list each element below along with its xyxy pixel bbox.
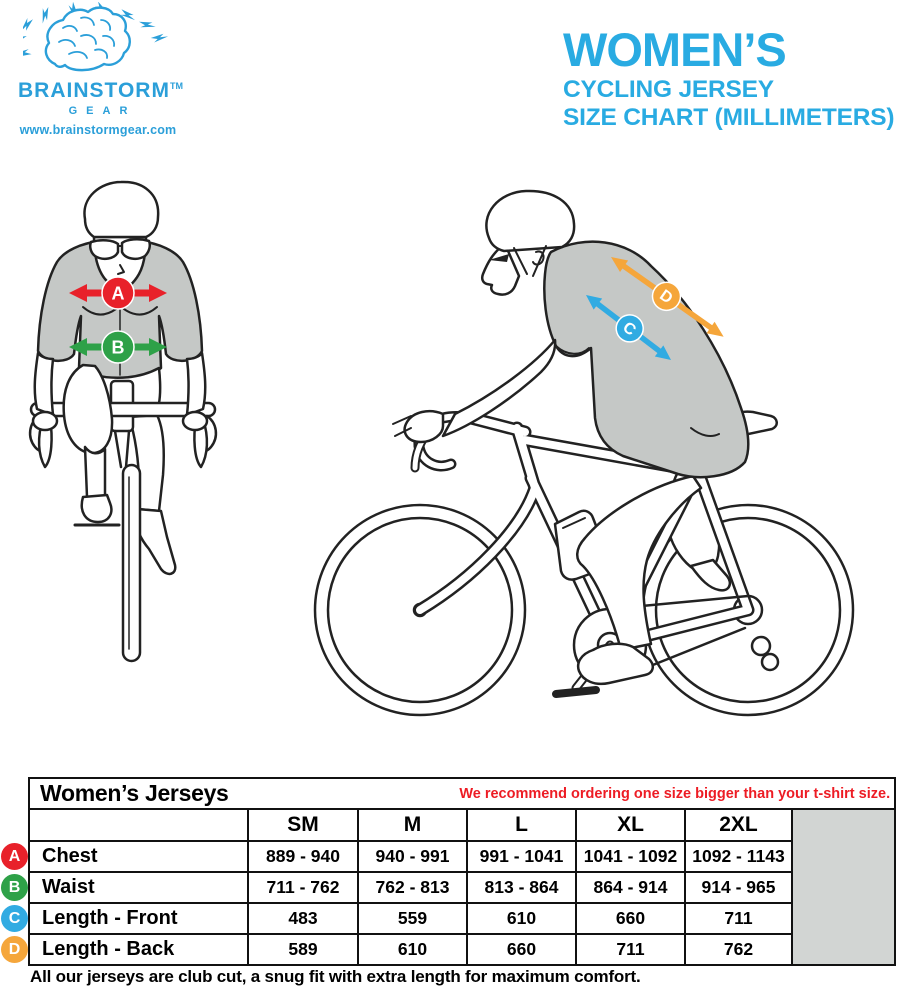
logo-gear-text: GEAR [68, 105, 137, 117]
title-line-cycling-jersey: CYCLING JERSEY [563, 75, 774, 103]
side-cyclist-figure: D C [313, 189, 855, 717]
value-cell: 589 [247, 933, 359, 966]
side-jersey [543, 240, 750, 479]
value-cell: 889 - 940 [247, 840, 359, 873]
side-shoe [576, 642, 654, 686]
size-header-2xl: 2XL [684, 808, 793, 842]
table-row-length-back: Length - Back 589 610 660 711 762 [28, 933, 895, 966]
bike-derailleur [750, 635, 772, 657]
size-header-row: SM M L XL 2XL [28, 808, 897, 966]
size-header-m: M [357, 808, 468, 842]
size-header-sm: SM [247, 808, 359, 842]
table-row-chest: Chest 889 - 940 940 - 991 991 - 1041 104… [28, 840, 895, 873]
value-cell: 813 - 864 [466, 871, 577, 904]
chest-measure-arrow: A [69, 276, 167, 310]
value-cell: 1041 - 1092 [575, 840, 686, 873]
value-cell: 711 - 762 [247, 871, 359, 904]
row-badge-b: B [1, 874, 28, 901]
length-front-measure-arrow: C [586, 295, 672, 360]
brain-outline [44, 6, 131, 72]
value-cell: 762 - 813 [357, 871, 468, 904]
value-cell: 660 [575, 902, 686, 935]
size-table-wrap: A B C D Women’s Jerseys We recommend ord… [1, 777, 897, 966]
waist-measure-arrow: B [69, 330, 167, 364]
waist-arrow-label: B [112, 338, 125, 358]
value-cell: 1092 - 1143 [684, 840, 793, 873]
row-label: Chest [28, 840, 249, 873]
front-left-shoe [80, 493, 113, 524]
trademark-symbol: TM [169, 81, 183, 91]
side-face [480, 242, 521, 296]
page-title: WOMEN’S CYCLING JERSEY SIZE CHART (MILLI… [563, 23, 895, 131]
front-helmet [83, 180, 160, 239]
table-title: Women’s Jerseys [40, 780, 229, 806]
club-cut-note: All our jerseys are club cut, a snug fit… [30, 967, 641, 986]
size-table: Women’s Jerseys We recommend ordering on… [27, 777, 897, 966]
side-helmet [485, 189, 576, 253]
value-cell: 610 [357, 933, 468, 966]
value-cell: 864 - 914 [575, 871, 686, 904]
value-cell: 711 [575, 933, 686, 966]
table-header-row: Women’s Jerseys We recommend ordering on… [27, 777, 897, 810]
title-line-womens: WOMEN’S [563, 23, 787, 76]
size-header-xl: XL [575, 808, 686, 842]
value-cell: 660 [466, 933, 577, 966]
front-cyclist-figure: A B [28, 180, 218, 663]
length-back-measure-arrow: D [611, 257, 724, 337]
logo-url-text: www.brainstormgear.com [19, 123, 177, 137]
value-cell: 483 [247, 902, 359, 935]
brainstorm-gear-logo: BRAINSTORMTM GEAR www.brainstormgear.com [10, 1, 183, 137]
row-label: Length - Back [28, 933, 249, 966]
front-right-shoe [134, 507, 177, 576]
chest-arrow-label: A [112, 284, 125, 304]
row-label: Length - Front [28, 902, 249, 935]
brain-icon [10, 1, 169, 72]
value-cell: 762 [684, 933, 793, 966]
value-cell: 991 - 1041 [466, 840, 577, 873]
value-cell: 914 - 965 [684, 871, 793, 904]
value-cell: 940 - 991 [357, 840, 468, 873]
size-header-l: L [466, 808, 577, 842]
empty-corner-cell [28, 808, 249, 842]
value-cell: 610 [466, 902, 577, 935]
table-row-waist: Waist 711 - 762 762 - 813 813 - 864 864 … [28, 871, 895, 904]
row-badge-c: C [1, 905, 28, 932]
title-line-size-chart: SIZE CHART (MILLIMETERS) [563, 103, 895, 131]
bike-pedal [552, 686, 600, 698]
front-wheel [121, 463, 142, 663]
value-cell: 711 [684, 902, 793, 935]
table-row-length-front: Length - Front 483 559 610 660 711 [28, 902, 895, 935]
side-sunglasses [489, 254, 509, 262]
front-sunglasses [88, 238, 152, 261]
row-label: Waist [28, 871, 249, 904]
gray-spacer-cell [790, 808, 897, 966]
size-recommendation-note: We recommend ordering one size bigger th… [459, 785, 891, 802]
value-cell: 559 [357, 902, 468, 935]
logo-brand-text: BRAINSTORMTM [18, 79, 183, 102]
row-badge-d: D [1, 936, 28, 963]
row-badge-a: A [1, 843, 28, 870]
